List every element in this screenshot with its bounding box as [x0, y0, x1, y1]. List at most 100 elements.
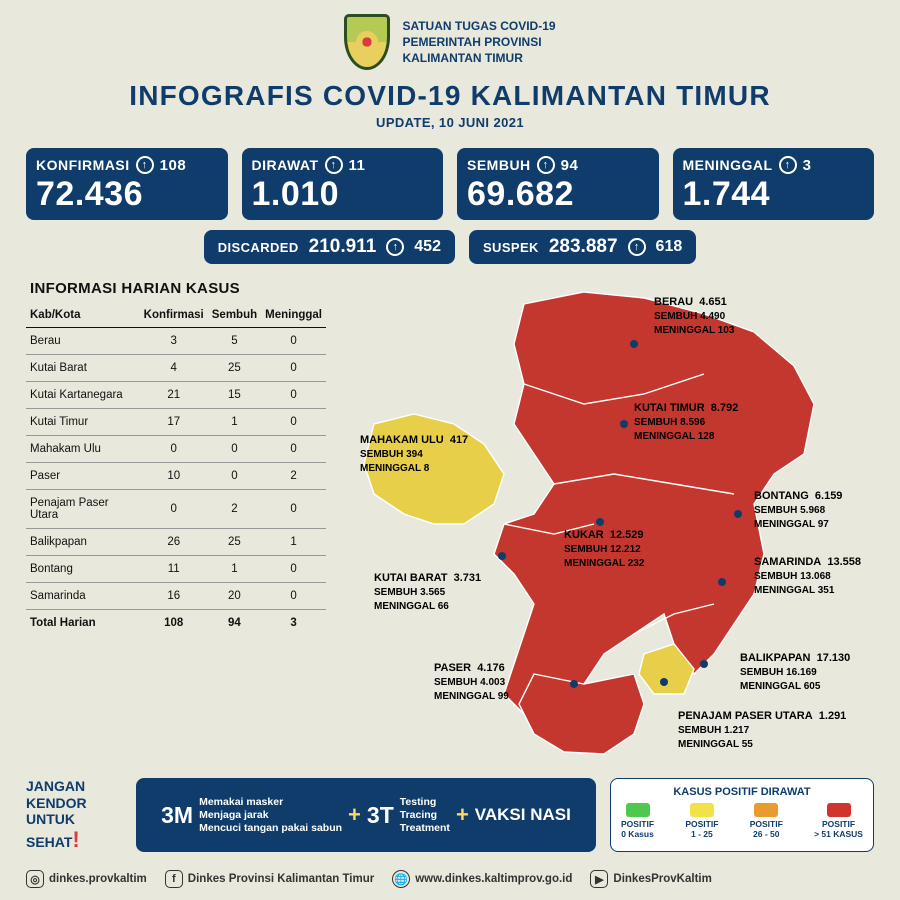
map-dot	[630, 340, 638, 348]
legend-row: POSITIF 0 Kasus POSITIF 1 - 25 POSITIF 2…	[621, 803, 863, 840]
stat-bar-delta: 452	[414, 238, 441, 256]
stat-label: KONFIRMASI	[36, 157, 130, 173]
stat-value: 1.010	[252, 175, 434, 214]
social-facebook[interactable]: fDinkes Provinsi Kalimantan Timur	[165, 870, 374, 888]
table-row: Penajam Paser Utara020	[26, 490, 326, 529]
social-youtube[interactable]: ▶DinkesProvKaltim	[590, 870, 711, 888]
3t-label: 3T	[367, 802, 394, 829]
legend-swatch	[827, 803, 851, 817]
table-row: Samarinda16200	[26, 583, 326, 610]
stat-value: 72.436	[36, 175, 218, 214]
stat-card-2: SEMBUH ↑ 94 69.682	[457, 148, 659, 220]
legend-item: POSITIF 0 Kasus	[621, 803, 654, 840]
up-arrow-icon: ↑	[325, 156, 343, 174]
table-header: Kab/Kota	[26, 303, 140, 328]
region-label: BONTANG 6.159 SEMBUH 5.968 MENINGGAL 97	[754, 490, 842, 531]
region-label: PENAJAM PASER UTARA 1.291 SEMBUH 1.217 M…	[678, 710, 846, 751]
cases-table: Kab/KotaKonfirmasiSembuhMeninggal Berau3…	[26, 303, 326, 636]
stat-value: 69.682	[467, 175, 649, 214]
stat-bar-1: SUSPEK 283.887 ↑ 618	[469, 230, 696, 264]
legend-swatch	[690, 803, 714, 817]
social-web[interactable]: 🌐www.dinkes.kaltimprov.go.id	[392, 870, 572, 888]
region-label: KUTAI TIMUR 8.792 SEMBUH 8.596 MENINGGAL…	[634, 402, 738, 443]
instagram-icon: ◎	[26, 870, 44, 888]
stat-delta: 94	[561, 157, 579, 174]
content: INFORMASI HARIAN KASUS Kab/KotaKonfirmas…	[0, 274, 900, 774]
region-label: KUKAR 12.529 SEMBUH 12.212 MENINGGAL 232	[564, 529, 644, 570]
map-dot	[620, 420, 628, 428]
legend-item: POSITIF > 51 KASUS	[814, 803, 863, 840]
promo-bar: 3M Memakai masker Menjaga jarak Mencuci …	[136, 778, 596, 852]
facebook-icon: f	[165, 870, 183, 888]
jangan-kendor: JANGAN KENDOR UNTUK SEHAT!	[26, 778, 122, 852]
up-arrow-icon: ↑	[628, 238, 646, 256]
map: BERAU 4.651 SEMBUH 4.490 MENINGGAL 103 K…	[334, 274, 874, 774]
header: SATUAN TUGAS COVID-19 PEMERINTAH PROVINS…	[0, 0, 900, 134]
map-dot	[734, 510, 742, 518]
region-label: SAMARINDA 13.558 SEMBUH 13.068 MENINGGAL…	[754, 556, 861, 597]
3m-lines: Memakai masker Menjaga jarak Mencuci tan…	[199, 796, 342, 835]
up-arrow-icon: ↑	[537, 156, 555, 174]
table-row: Kutai Barat4250	[26, 355, 326, 382]
plus-icon: +	[348, 802, 361, 828]
update-date: UPDATE, 10 JUNI 2021	[0, 115, 900, 130]
legend-title: KASUS POSITIF DIRAWAT	[621, 786, 863, 798]
stat-bar-value: 283.887	[549, 236, 618, 258]
stat-bar-delta: 618	[656, 238, 683, 256]
table-total-row: Total Harian108943	[26, 610, 326, 637]
region-label: BALIKPAPAN 17.130 SEMBUH 16.169 MENINGGA…	[740, 652, 850, 693]
stat-delta: 11	[349, 157, 366, 174]
table-row: Kutai Timur1710	[26, 409, 326, 436]
bottom-row: JANGAN KENDOR UNTUK SEHAT! 3M Memakai ma…	[26, 778, 874, 852]
legend-item: POSITIF 26 - 50	[750, 803, 783, 840]
table-row: Mahakam Ulu000	[26, 436, 326, 463]
3t-lines: Testing Tracing Treatment	[400, 796, 450, 835]
stat-label: SEMBUH	[467, 157, 531, 173]
up-arrow-icon: ↑	[386, 238, 404, 256]
stat-card-1: DIRAWAT ↑ 11 1.010	[242, 148, 444, 220]
stat-label: DIRAWAT	[252, 157, 319, 173]
stat-value: 1.744	[683, 175, 865, 214]
map-dot	[570, 680, 578, 688]
region-label: BERAU 4.651 SEMBUH 4.490 MENINGGAL 103	[654, 296, 734, 337]
3m-label: 3M	[161, 802, 193, 829]
provincial-logo	[344, 14, 390, 70]
table-row: Kutai Kartanegara21150	[26, 382, 326, 409]
stat-bar-value: 210.911	[309, 236, 377, 258]
social-instagram[interactable]: ◎dinkes.provkaltim	[26, 870, 147, 888]
map-dot	[660, 678, 668, 686]
legend-swatch	[754, 803, 778, 817]
stat-label: MENINGGAL	[683, 157, 773, 173]
stat-bar-0: DISCARDED 210.911 ↑ 452	[204, 230, 455, 264]
stat-delta: 3	[803, 157, 812, 174]
page-title: INFOGRAFIS COVID-19 KALIMANTAN TIMUR	[0, 80, 900, 112]
table-header: Meninggal	[261, 303, 326, 328]
vaksi-label: VAKSI NASI	[475, 806, 571, 824]
stat-delta: 108	[160, 157, 187, 174]
table-header: Konfirmasi	[140, 303, 208, 328]
region-label: PASER 4.176 SEMBUH 4.003 MENINGGAL 99	[434, 662, 509, 703]
up-arrow-icon: ↑	[779, 156, 797, 174]
logo-wrap: SATUAN TUGAS COVID-19 PEMERINTAH PROVINS…	[0, 14, 900, 70]
table-title: INFORMASI HARIAN KASUS	[30, 280, 326, 297]
table-header: Sembuh	[208, 303, 261, 328]
daily-table: INFORMASI HARIAN KASUS Kab/KotaKonfirmas…	[26, 274, 326, 774]
socials: ◎dinkes.provkaltim fDinkes Provinsi Kali…	[26, 870, 874, 888]
stat-card-0: KONFIRMASI ↑ 108 72.436	[26, 148, 228, 220]
stat-row2: DISCARDED 210.911 ↑ 452 SUSPEK 283.887 ↑…	[0, 230, 900, 264]
map-dot	[718, 578, 726, 586]
stat-bar-label: SUSPEK	[483, 240, 539, 255]
stat-card-3: MENINGGAL ↑ 3 1.744	[673, 148, 875, 220]
up-arrow-icon: ↑	[136, 156, 154, 174]
map-dot	[596, 518, 604, 526]
legend-swatch	[626, 803, 650, 817]
plus-icon: +	[456, 802, 469, 828]
org-text: SATUAN TUGAS COVID-19 PEMERINTAH PROVINS…	[402, 18, 555, 67]
stat-row: KONFIRMASI ↑ 108 72.436 DIRAWAT ↑ 11 1.0…	[0, 148, 900, 220]
table-row: Berau350	[26, 328, 326, 355]
org-line3: KALIMANTAN TIMUR	[402, 50, 555, 66]
legend-item: POSITIF 1 - 25	[685, 803, 718, 840]
region-paser-south	[519, 674, 644, 754]
org-line1: SATUAN TUGAS COVID-19	[402, 18, 555, 34]
table-row: Balikpapan26251	[26, 529, 326, 556]
